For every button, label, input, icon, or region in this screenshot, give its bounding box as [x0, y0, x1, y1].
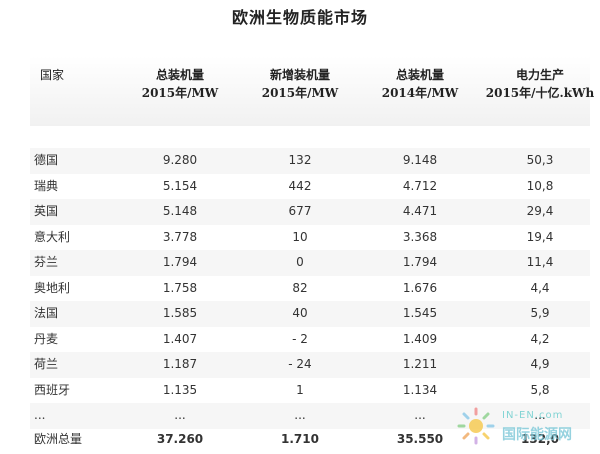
new-2015-cell: 677 — [288, 204, 312, 218]
header-power-2015-unit: 2015年/十亿.kWh — [485, 86, 595, 100]
power-2015-cell: 29,4 — [526, 204, 554, 218]
table-row: 西班牙 1.135 1 1.134 5,8 — [30, 378, 590, 404]
country-cell: 丹麦 — [34, 331, 59, 346]
table-row: 法国 1.585 40 1.545 5,9 — [30, 301, 590, 327]
total-2014-cell: 1.409 — [402, 331, 438, 346]
total-2014-cell: 3.368 — [402, 229, 438, 244]
total-2015-value: 37.260 — [156, 432, 204, 446]
new-2015-cell: - 2 — [292, 331, 308, 346]
header-country: 国家 — [40, 68, 65, 82]
header-total-2015-unit: 2015年/MW — [141, 86, 219, 100]
power-2015-cell: 19,4 — [526, 229, 554, 244]
country-cell: 芬兰 — [34, 255, 59, 269]
header-power-2015-label: 电力生产 — [515, 68, 564, 82]
watermark-logo: IN-EN.com 国际能源网 — [454, 406, 594, 446]
page-title: 欧洲生物质能市场 — [231, 8, 368, 27]
header-band — [30, 56, 590, 126]
country-cell: 英国 — [34, 204, 59, 218]
power-2015-cell: 11,4 — [526, 255, 554, 269]
header-new-2015-unit: 2015年/MW — [261, 86, 339, 100]
power-2015-cell: 5,9 — [530, 306, 550, 320]
header-power-2015: 电力生产 2015年/十亿.kWh — [480, 66, 600, 102]
total-2014-cell: 4.712 — [402, 178, 438, 193]
total-2014-value: 35.550 — [396, 432, 444, 446]
table-row: 荷兰 1.187 - 24 1.211 4,9 — [30, 352, 590, 378]
total-2014-cell: 4.471 — [402, 204, 438, 218]
new-2015-cell: - 24 — [288, 357, 312, 371]
power-2015-cell: 4,9 — [530, 357, 550, 371]
total-2014-cell: ... — [414, 408, 426, 422]
new-2015-cell: 40 — [292, 306, 308, 320]
power-2015-cell: 4,4 — [530, 280, 550, 295]
table-row: 意大利 3.778 10 3.368 19,4 — [30, 225, 590, 251]
table-row: 芬兰 1.794 0 1.794 11,4 — [30, 250, 590, 276]
new-2015-cell: 10 — [292, 229, 308, 244]
data-table: 德国 9.280 132 9.148 50,3 瑞典 5.154 442 4.7… — [30, 148, 590, 429]
table-row: 奥地利 1.758 82 1.676 4,4 — [30, 276, 590, 302]
country-cell: 法国 — [34, 306, 59, 320]
country-cell: 瑞典 — [34, 178, 59, 193]
total-2014-cell: 1.794 — [402, 255, 438, 269]
new-2015-cell: ... — [294, 408, 306, 422]
table-row: ... ... ... ... ... — [30, 403, 590, 429]
total-2015-cell: 1.758 — [162, 280, 198, 295]
new-2015-cell: 132 — [288, 153, 312, 167]
table-row: 德国 9.280 132 9.148 50,3 — [30, 148, 590, 174]
header-total-2014-label: 总装机量 — [395, 68, 444, 82]
total-2015-cell: 3.778 — [162, 229, 198, 244]
country-cell: ... — [34, 408, 46, 422]
total-2015-cell: 5.148 — [162, 204, 198, 218]
header-total-2015-label: 总装机量 — [155, 68, 204, 82]
header-total-2015: 总装机量 2015年/MW — [120, 66, 240, 102]
power-2015-cell: 4,2 — [530, 331, 550, 346]
total-label: 欧洲总量 — [34, 432, 83, 446]
total-2014-cell: 1.211 — [402, 357, 438, 371]
new-2015-cell: 82 — [292, 280, 308, 295]
total-2014-cell: 9.148 — [402, 153, 438, 167]
power-2015-cell: 10,8 — [526, 178, 554, 193]
power-2015-cell: 50,3 — [526, 153, 554, 167]
power-2015-cell: 5,8 — [530, 382, 550, 397]
header-new-2015-label: 新增装机量 — [269, 68, 330, 82]
total-row: 欧洲总量 37.260 1.710 35.550 132,0 — [30, 428, 590, 450]
total-2014-cell: 1.134 — [402, 382, 438, 397]
country-cell: 荷兰 — [34, 357, 59, 371]
country-cell: 奥地利 — [34, 280, 71, 295]
power-2015-value: 132,0 — [521, 432, 559, 446]
country-cell: 西班牙 — [34, 382, 71, 397]
total-2015-cell: 1.135 — [162, 382, 198, 397]
total-2015-cell: 1.407 — [162, 331, 198, 346]
new-2015-cell: 442 — [288, 178, 312, 193]
total-2015-cell: 5.154 — [162, 178, 198, 193]
power-2015-cell: ... — [534, 408, 546, 422]
watermark-site: IN-EN.com — [502, 410, 564, 421]
total-2015-cell: 1.187 — [162, 357, 198, 371]
header-total-2014-unit: 2014年/MW — [381, 86, 459, 100]
total-2015-cell: 1.585 — [162, 306, 198, 320]
total-2015-cell: ... — [174, 408, 186, 422]
total-2015-cell: 9.280 — [162, 153, 198, 167]
new-2015-value: 1.710 — [281, 432, 319, 446]
header-total-2014: 总装机量 2014年/MW — [360, 66, 480, 102]
country-cell: 意大利 — [34, 229, 71, 244]
total-2015-cell: 1.794 — [162, 255, 198, 269]
new-2015-cell: 0 — [296, 255, 304, 269]
new-2015-cell: 1 — [296, 382, 304, 397]
table-row: 丹麦 1.407 - 2 1.409 4,2 — [30, 327, 590, 353]
table-row: 英国 5.148 677 4.471 29,4 — [30, 199, 590, 225]
total-2014-cell: 1.676 — [402, 280, 438, 295]
watermark-name: 国际能源网 — [502, 427, 572, 443]
table-row: 瑞典 5.154 442 4.712 10,8 — [30, 174, 590, 200]
header-new-2015: 新增装机量 2015年/MW — [240, 66, 360, 102]
country-cell: 德国 — [34, 153, 59, 167]
total-2014-cell: 1.545 — [402, 306, 438, 320]
sun-logo-icon — [457, 407, 495, 445]
